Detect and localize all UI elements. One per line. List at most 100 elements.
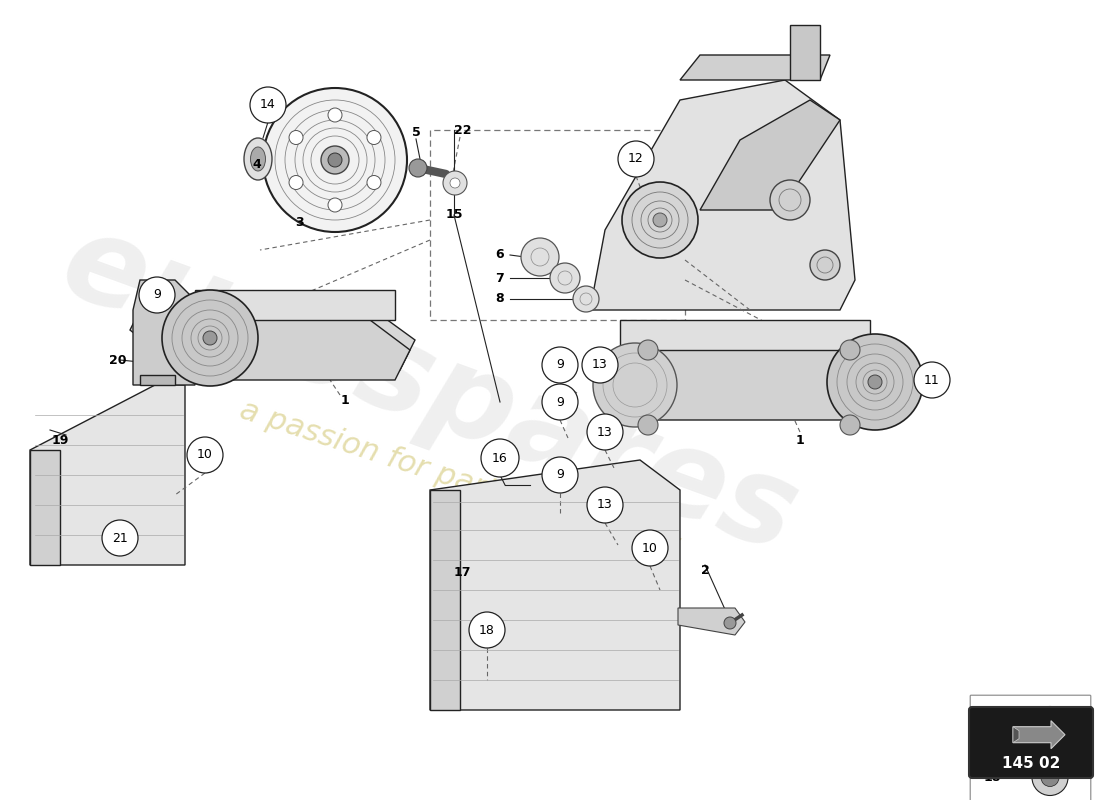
Circle shape [1032, 759, 1068, 795]
Text: 21: 21 [112, 531, 128, 545]
Circle shape [1041, 769, 1059, 786]
Circle shape [840, 340, 860, 360]
Circle shape [289, 175, 302, 190]
Circle shape [587, 414, 623, 450]
Text: 21: 21 [983, 716, 1001, 729]
Circle shape [481, 439, 519, 477]
Circle shape [638, 415, 658, 435]
Text: 16: 16 [492, 451, 508, 465]
Text: 11: 11 [924, 374, 939, 386]
Polygon shape [620, 320, 870, 350]
Polygon shape [680, 55, 830, 80]
Circle shape [621, 182, 698, 258]
Circle shape [469, 612, 505, 648]
Text: 5: 5 [411, 126, 420, 138]
Polygon shape [195, 290, 395, 320]
Text: 9: 9 [557, 469, 564, 482]
FancyBboxPatch shape [969, 707, 1093, 778]
Circle shape [638, 340, 658, 360]
Circle shape [409, 159, 427, 177]
Circle shape [632, 530, 668, 566]
Text: 12: 12 [628, 153, 643, 166]
FancyBboxPatch shape [970, 695, 1090, 800]
Text: 10: 10 [642, 542, 658, 554]
Text: 8: 8 [496, 293, 504, 306]
Polygon shape [620, 350, 886, 420]
Circle shape [810, 250, 840, 280]
Circle shape [573, 286, 600, 312]
Circle shape [542, 347, 578, 383]
Text: 10: 10 [197, 449, 213, 462]
Text: 9: 9 [557, 395, 564, 409]
Circle shape [593, 343, 676, 427]
Text: 15: 15 [446, 209, 463, 222]
Polygon shape [590, 80, 855, 310]
Polygon shape [140, 375, 175, 385]
Text: 20: 20 [109, 354, 126, 366]
Circle shape [367, 130, 381, 145]
Polygon shape [700, 100, 840, 210]
Text: 22: 22 [454, 123, 472, 137]
Circle shape [542, 457, 578, 493]
Text: 18: 18 [983, 771, 1001, 784]
Circle shape [770, 180, 810, 220]
Circle shape [204, 331, 217, 345]
Polygon shape [430, 490, 460, 710]
Text: 9: 9 [557, 358, 564, 371]
Text: 13: 13 [597, 426, 613, 438]
Text: 14: 14 [260, 98, 276, 111]
Polygon shape [790, 25, 820, 80]
Circle shape [868, 375, 882, 389]
Circle shape [587, 487, 623, 523]
Circle shape [827, 334, 923, 430]
Circle shape [443, 171, 468, 195]
Polygon shape [1013, 726, 1019, 742]
Text: 7: 7 [496, 271, 505, 285]
Text: 2: 2 [701, 563, 710, 577]
Circle shape [582, 347, 618, 383]
Text: 19: 19 [52, 434, 68, 446]
Text: eurospares: eurospares [47, 203, 813, 577]
Polygon shape [678, 608, 745, 635]
Circle shape [328, 108, 342, 122]
Circle shape [450, 178, 460, 188]
Circle shape [321, 146, 349, 174]
Polygon shape [1013, 721, 1065, 749]
Polygon shape [133, 280, 195, 385]
Circle shape [653, 213, 667, 227]
Circle shape [162, 290, 258, 386]
Circle shape [1043, 715, 1057, 730]
Text: 6: 6 [496, 249, 504, 262]
Text: 4: 4 [253, 158, 262, 171]
Polygon shape [130, 300, 415, 370]
Circle shape [187, 437, 223, 473]
Circle shape [263, 88, 407, 232]
Polygon shape [30, 450, 60, 565]
Circle shape [102, 520, 138, 556]
Circle shape [840, 415, 860, 435]
FancyBboxPatch shape [970, 695, 1090, 750]
Circle shape [521, 238, 559, 276]
Text: a passion for parts since 1985: a passion for parts since 1985 [236, 395, 684, 565]
Circle shape [367, 175, 381, 190]
Circle shape [328, 198, 342, 212]
Ellipse shape [251, 147, 265, 171]
Circle shape [724, 617, 736, 629]
Circle shape [550, 263, 580, 293]
Circle shape [1034, 706, 1066, 738]
Text: 3: 3 [296, 215, 305, 229]
Circle shape [618, 141, 654, 177]
Polygon shape [430, 460, 680, 710]
Circle shape [328, 153, 342, 167]
Text: 145 02: 145 02 [1002, 756, 1060, 771]
Circle shape [250, 87, 286, 123]
Ellipse shape [244, 138, 272, 180]
Text: 9: 9 [153, 289, 161, 302]
Polygon shape [195, 320, 410, 380]
Text: 13: 13 [592, 358, 608, 371]
Text: 1: 1 [341, 394, 350, 406]
Circle shape [542, 384, 578, 420]
FancyBboxPatch shape [970, 750, 1090, 800]
Text: 17: 17 [453, 566, 471, 578]
Circle shape [914, 362, 950, 398]
